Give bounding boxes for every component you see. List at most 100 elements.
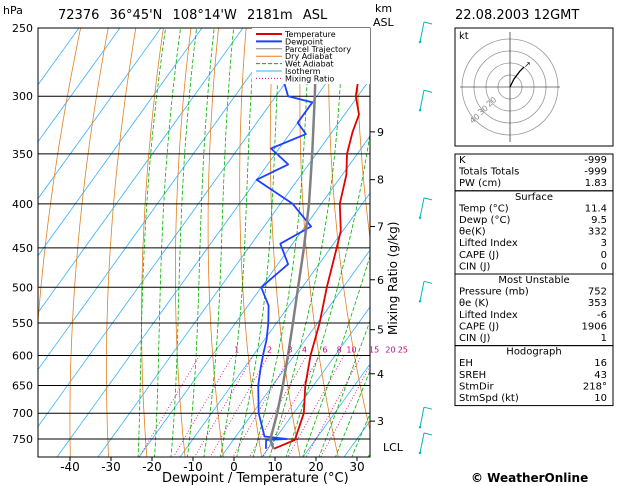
dry-adiabat-line — [141, 28, 164, 457]
hodograph-table-title: Hodograph — [506, 347, 561, 358]
wind-barbs — [418, 21, 433, 455]
dry-adiabat-line — [175, 28, 192, 457]
most-unstable-value: -6 — [597, 310, 607, 321]
temperature-tick-label: 10 — [267, 460, 282, 474]
surface-label: CIN (J) — [459, 261, 490, 272]
mixing-ratio-line — [320, 364, 370, 457]
hodograph-trace — [509, 66, 525, 88]
datetime-label: 22.08.2003 12GMT — [455, 8, 579, 23]
mixing-ratio-line — [249, 355, 308, 457]
hodograph-table-label: EH — [459, 358, 473, 369]
wind-barb — [418, 21, 433, 44]
hodograph-table-value: 16 — [594, 358, 607, 369]
mixing-ratio-line — [262, 355, 320, 457]
indices-label: Totals Totals — [458, 167, 519, 178]
wet-adiabat-line — [285, 131, 370, 457]
pressure-tick-label: 700 — [12, 407, 33, 420]
km-unit-label: km — [375, 2, 392, 15]
isotherm-line — [38, 28, 326, 428]
wind-barb-flag — [423, 21, 433, 25]
wind-barb-base — [418, 425, 422, 429]
indices-value: -999 — [584, 155, 607, 166]
wet-adiabat-line — [154, 28, 181, 457]
wind-barb-base — [418, 40, 422, 44]
surface-value: 0 — [601, 250, 607, 261]
wind-barb-base — [418, 216, 422, 220]
mixing-ratio-label: 1 — [234, 346, 239, 355]
hodograph-table-value: 218° — [583, 381, 607, 392]
hodograph-table-label: StmDir — [459, 381, 494, 392]
wet-adiabat-line — [302, 254, 370, 457]
station-elevation: 2181m — [247, 8, 293, 23]
surface-label: Dewp (°C) — [459, 215, 510, 226]
pressure-tick-label: 500 — [12, 281, 33, 294]
mixing-ratio-axis-label: Mixing Ratio (g/kg) — [386, 222, 400, 335]
most-unstable-label: CIN (J) — [459, 333, 490, 344]
mixing-ratio-label: 15 — [369, 346, 379, 355]
series-line-dewpoint — [255, 28, 314, 449]
wind-barb-shaft — [419, 407, 425, 428]
legend-label: Mixing Ratio — [285, 74, 334, 83]
temperature-tick-label: 30 — [349, 460, 364, 474]
plot-frame — [37, 27, 371, 458]
hodograph-kt-label: kt — [459, 31, 469, 42]
station-lat: 36°45'N — [110, 8, 163, 23]
mixing-ratio-line — [209, 355, 269, 457]
most-unstable-label: CAPE (J) — [459, 321, 499, 332]
most-unstable-label: Pressure (mb) — [459, 287, 529, 298]
legend-label: Isotherm — [285, 67, 321, 76]
mixing-ratio-label: 4 — [302, 346, 307, 355]
dry-adiabat-line — [356, 28, 370, 242]
mixing-ratio-line — [194, 355, 254, 457]
wind-barb-flag — [423, 89, 433, 93]
wind-barb — [418, 432, 433, 455]
wind-barb-shaft — [419, 432, 425, 454]
surface-value: 332 — [588, 227, 607, 238]
legend-label: Parcel Trajectory — [285, 45, 351, 54]
most-unstable-value: 1 — [601, 333, 607, 344]
pressure-tick-label: 250 — [12, 22, 33, 35]
height-km-ticks: 9 8 7 6 5 4 3 — [370, 126, 384, 428]
mixing-ratio-label: 6 — [322, 346, 327, 355]
indices-value: 1.83 — [585, 178, 607, 189]
wind-barb-shaft — [419, 197, 425, 218]
wind-barb-flag — [423, 406, 433, 410]
wind-barb — [418, 197, 433, 220]
wind-barb-base — [418, 300, 422, 303]
isotherm-line — [38, 28, 162, 200]
most-unstable-value: 353 — [588, 298, 607, 309]
mixing-ratio-line — [232, 355, 291, 457]
isotherm-line — [38, 28, 203, 257]
surface-label: CAPE (J) — [459, 250, 499, 261]
mixing-ratio-labels: 1 2 3 4 6 8 10 15 20 25 — [234, 346, 408, 355]
indices-label: PW (cm) — [459, 178, 501, 189]
hodograph-table-label: SREH — [459, 370, 486, 381]
station-id: 72376 — [58, 8, 99, 23]
most-unstable-title: Most Unstable — [498, 275, 569, 286]
pressure-tick-label: 400 — [12, 198, 33, 211]
dry-adiabat-line — [38, 28, 81, 328]
temperature-tick-label: -40 — [60, 460, 80, 474]
legend-label: Wet Adiabat — [285, 60, 334, 69]
pressure-tick-label: 650 — [12, 380, 33, 393]
isotherm-line — [38, 28, 285, 371]
km-tick-label: 4 — [377, 368, 384, 381]
wind-barb — [418, 406, 433, 429]
surface-label: Temp (°C) — [458, 203, 509, 214]
indices-value: -999 — [584, 167, 607, 178]
temperature-tick-labels: -40 -30 -20 -10 0 10 20 30 — [60, 457, 365, 474]
pressure-tick-labels: 250 300 350 400 450 500 550 600 650 700 750 — [12, 22, 33, 446]
most-unstable-value: 1906 — [582, 321, 607, 332]
wind-barb-base — [418, 451, 422, 455]
km-asl-label: ASL — [373, 16, 395, 29]
hodograph-table-value: 10 — [594, 393, 607, 404]
isobar-lines — [38, 27, 370, 440]
pressure-tick-label: 550 — [12, 317, 33, 330]
hodograph-storm-marker: ↗ — [524, 60, 531, 69]
pressure-unit-label: hPa — [3, 4, 23, 17]
mixing-ratio-label: 8 — [337, 346, 342, 355]
temperature-tick-label: 0 — [230, 460, 238, 474]
km-tick-label: 3 — [377, 415, 384, 428]
